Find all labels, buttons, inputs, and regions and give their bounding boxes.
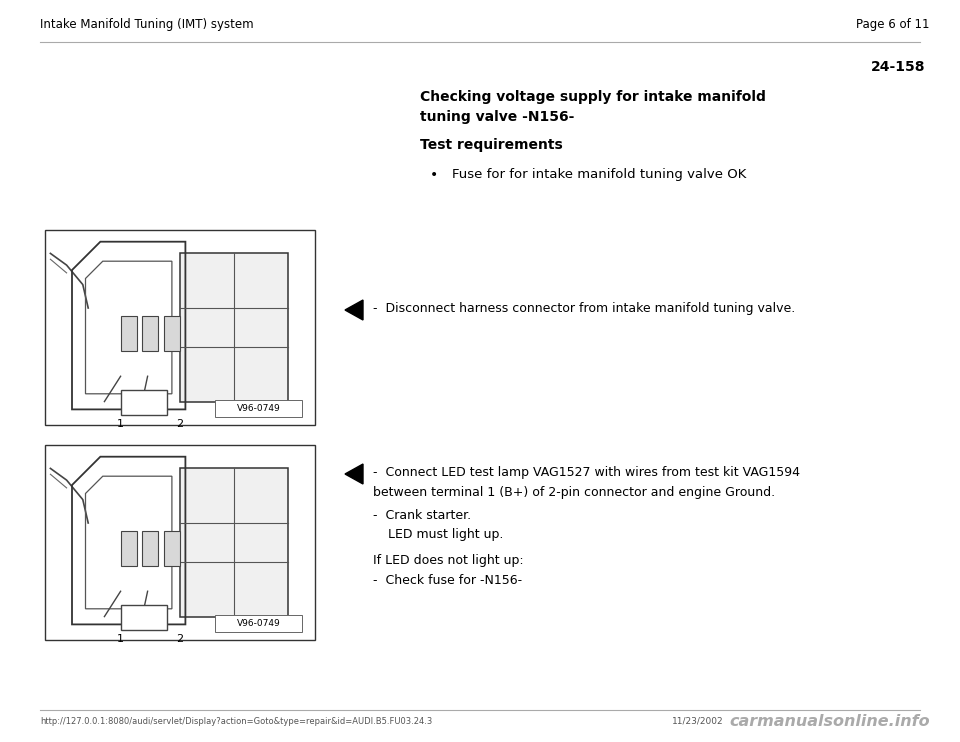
Text: 1: 1 <box>117 419 124 429</box>
Bar <box>164 531 180 566</box>
Text: V96-0749: V96-0749 <box>236 619 280 628</box>
Bar <box>215 400 301 417</box>
Bar <box>121 605 166 630</box>
Text: http://127.0.0.1:8080/audi/servlet/Display?action=Goto&type=repair&id=AUDI.B5.FU: http://127.0.0.1:8080/audi/servlet/Displ… <box>40 717 432 726</box>
Text: Test requirements: Test requirements <box>420 138 563 152</box>
Bar <box>45 445 315 640</box>
Bar <box>180 468 288 617</box>
Bar <box>164 316 180 351</box>
Bar <box>121 390 166 416</box>
Text: -  Disconnect harness connector from intake manifold tuning valve.: - Disconnect harness connector from inta… <box>373 302 795 315</box>
Bar <box>142 316 158 351</box>
Bar <box>215 614 301 632</box>
Text: Intake Manifold Tuning (IMT) system: Intake Manifold Tuning (IMT) system <box>40 18 253 31</box>
Text: Fuse for for intake manifold tuning valve OK: Fuse for for intake manifold tuning valv… <box>452 168 746 181</box>
Bar <box>121 316 137 351</box>
Text: -  Check fuse for -N156-: - Check fuse for -N156- <box>373 574 522 587</box>
Text: 24-158: 24-158 <box>871 60 925 74</box>
Polygon shape <box>345 300 363 320</box>
Text: 1: 1 <box>117 634 124 644</box>
Text: 11/23/2002: 11/23/2002 <box>672 717 724 726</box>
Text: -  Connect LED test lamp VAG1527 with wires from test kit VAG1594: - Connect LED test lamp VAG1527 with wir… <box>373 466 800 479</box>
Text: 2: 2 <box>177 419 183 429</box>
Text: between terminal 1 (B+) of 2-pin connector and engine Ground.: between terminal 1 (B+) of 2-pin connect… <box>373 486 775 499</box>
Text: 2: 2 <box>177 634 183 644</box>
Text: •: • <box>430 168 439 182</box>
Text: If LED does not light up:: If LED does not light up: <box>373 554 523 567</box>
Bar <box>142 531 158 566</box>
Bar <box>121 531 137 566</box>
Bar <box>180 254 288 401</box>
Text: carmanualsonline.info: carmanualsonline.info <box>730 714 930 729</box>
Text: Page 6 of 11: Page 6 of 11 <box>856 18 930 31</box>
Text: V96-0749: V96-0749 <box>236 404 280 413</box>
Text: Checking voltage supply for intake manifold: Checking voltage supply for intake manif… <box>420 90 766 104</box>
Bar <box>45 230 315 425</box>
Text: tuning valve -N156-: tuning valve -N156- <box>420 110 574 124</box>
Text: LED must light up.: LED must light up. <box>388 528 503 541</box>
Text: -  Crank starter.: - Crank starter. <box>373 509 471 522</box>
Polygon shape <box>345 464 363 484</box>
